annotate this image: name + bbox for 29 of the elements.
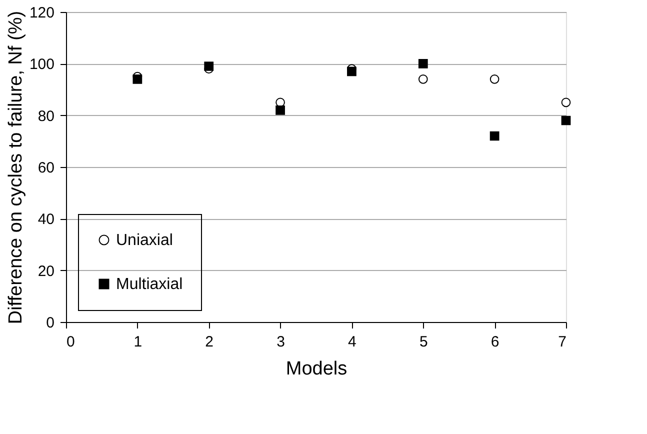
point [561,116,571,126]
x-tick-label: 0 [66,334,75,350]
y-axis-title: Difference on cycles to failure, Nf (%) [5,10,26,324]
x-tick-label: 4 [348,334,356,350]
y-tick-label: 20 [38,262,54,280]
x-tick-label: 3 [276,334,285,350]
legend-label: Uniaxial [116,232,173,249]
x-tick-label: 2 [205,334,214,350]
point [418,74,428,84]
y-tick-label: 80 [38,108,54,125]
y-tick-label: 0 [46,314,54,332]
y-tick-label: 40 [38,211,54,228]
x-tick-label: 7 [558,334,566,350]
x-tick-label: 6 [490,334,500,350]
point [204,62,214,71]
point [418,58,428,68]
x-axis-title: Models [286,358,348,380]
y-tick-label: 120 [29,4,54,22]
y-tick-label: 60 [38,160,54,176]
point [561,98,571,108]
legend-label: Multiaxial [116,276,183,293]
point [490,131,500,141]
point [347,66,356,76]
point [132,74,142,84]
x-tick-label: 5 [419,334,428,350]
point [490,74,500,84]
y-tick-label: 100 [29,56,54,74]
x-tick-label: 1 [134,334,142,350]
point [276,105,285,115]
